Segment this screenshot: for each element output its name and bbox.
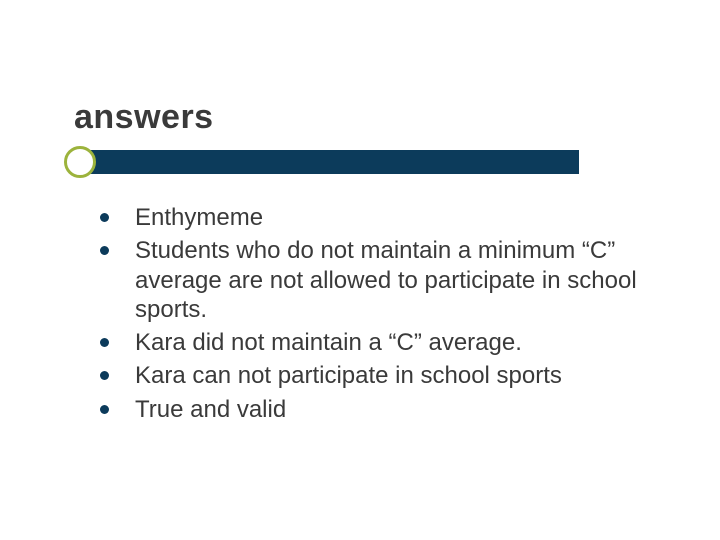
accent-circle — [64, 146, 96, 178]
bullet-text: Students who do not maintain a minimum “… — [135, 236, 660, 324]
list-item: Students who do not maintain a minimum “… — [100, 236, 660, 324]
slide: answers Enthymeme Students who do not ma… — [0, 0, 720, 540]
bullet-text: True and valid — [135, 395, 660, 424]
bullet-icon — [100, 338, 109, 347]
bullet-icon — [100, 405, 109, 414]
accent-rect — [82, 150, 579, 174]
slide-title: answers — [74, 98, 214, 137]
bullet-text: Enthymeme — [135, 203, 660, 232]
accent-bar — [74, 150, 579, 174]
list-item: Kara did not maintain a “C” average. — [100, 328, 660, 357]
list-item: True and valid — [100, 395, 660, 424]
bullet-icon — [100, 213, 109, 222]
bullet-icon — [100, 246, 109, 255]
bullet-list: Enthymeme Students who do not maintain a… — [100, 203, 660, 428]
list-item: Kara can not participate in school sport… — [100, 361, 660, 390]
bullet-icon — [100, 371, 109, 380]
bullet-text: Kara did not maintain a “C” average. — [135, 328, 660, 357]
bullet-text: Kara can not participate in school sport… — [135, 361, 660, 390]
list-item: Enthymeme — [100, 203, 660, 232]
